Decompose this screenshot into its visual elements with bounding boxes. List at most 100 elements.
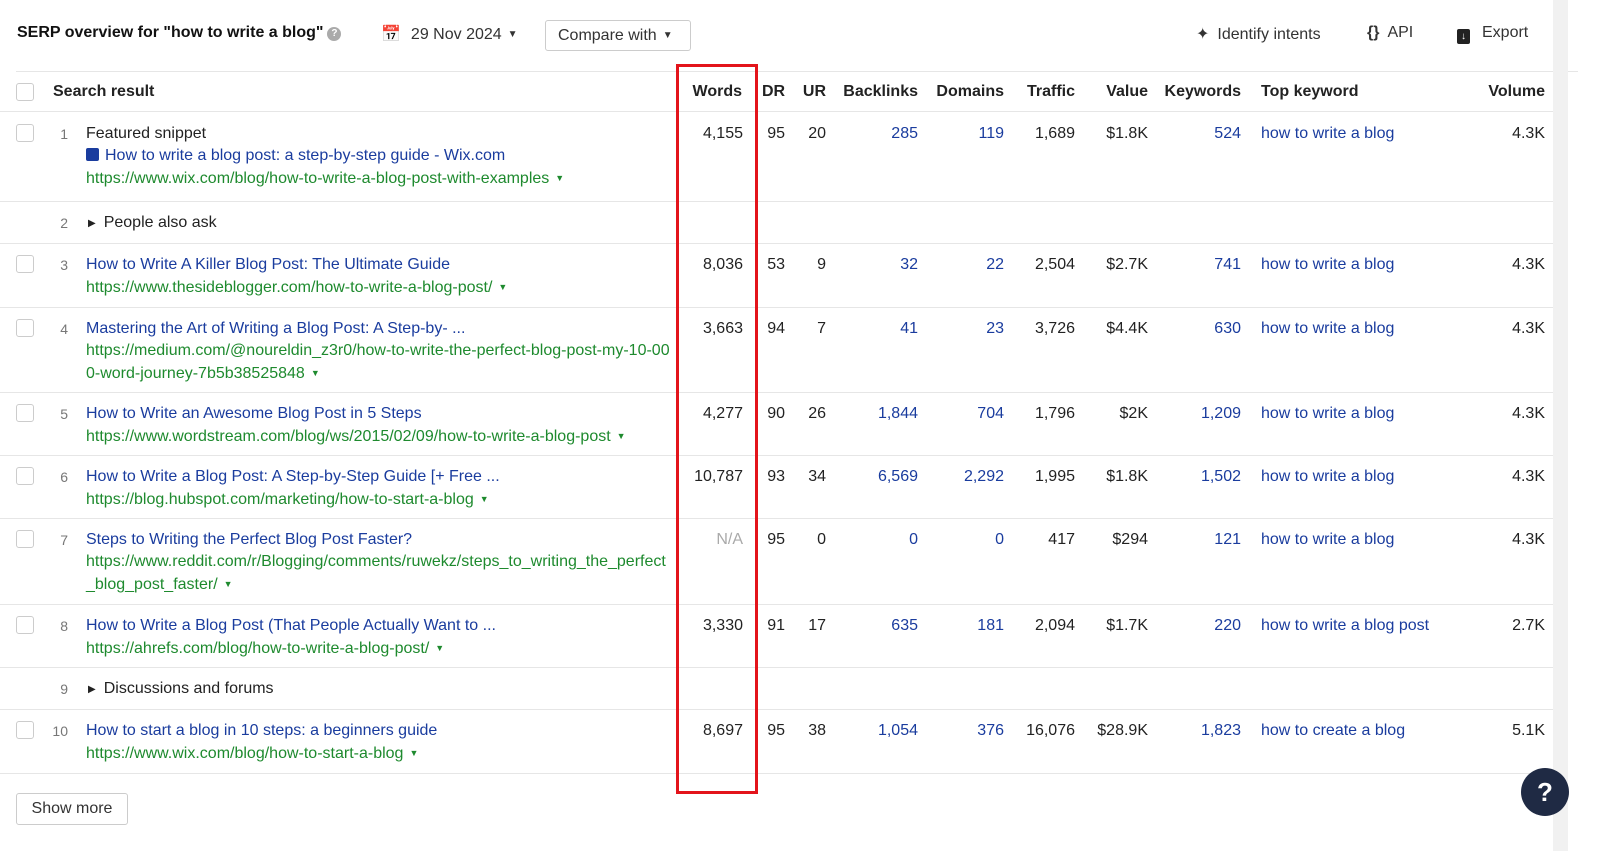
domains-cell[interactable]: 23	[986, 320, 1004, 337]
backlinks-cell[interactable]: 1,844	[877, 405, 918, 422]
col-backlinks[interactable]: Backlinks	[843, 83, 918, 100]
scrollbar[interactable]	[1553, 0, 1568, 851]
backlinks-cell[interactable]: 285	[891, 125, 918, 142]
row-checkbox[interactable]	[16, 124, 34, 142]
col-volume[interactable]: Volume	[1488, 83, 1545, 100]
result-url-link[interactable]: https://ahrefs.com/blog/how-to-write-a-b…	[86, 640, 430, 657]
row-checkbox[interactable]	[16, 721, 34, 739]
domains-cell[interactable]: 0	[995, 531, 1004, 548]
words-cell: N/A	[716, 531, 743, 548]
row-checkbox[interactable]	[16, 530, 34, 548]
result-title-link[interactable]: How to Write a Blog Post (That People Ac…	[86, 617, 496, 634]
value-cell: $28.9K	[1097, 722, 1148, 739]
result-url-link[interactable]: https://blog.hubspot.com/marketing/how-t…	[86, 491, 474, 508]
compare-with-dropdown[interactable]: Compare with ▼	[545, 20, 691, 51]
domains-cell[interactable]: 2,292	[963, 468, 1004, 485]
backlinks-cell[interactable]: 32	[900, 256, 918, 273]
caret-down-icon[interactable]: ▼	[555, 173, 565, 183]
ur-cell: 7	[817, 320, 826, 337]
keywords-cell[interactable]: 1,823	[1200, 722, 1241, 739]
row-checkbox[interactable]	[16, 467, 34, 485]
col-search-result[interactable]: Search result	[53, 83, 155, 100]
col-domains[interactable]: Domains	[936, 83, 1004, 100]
keywords-cell[interactable]: 1,209	[1200, 405, 1241, 422]
col-ur[interactable]: UR	[802, 83, 826, 100]
result-url-link[interactable]: https://www.wix.com/blog/how-to-write-a-…	[86, 170, 550, 187]
traffic-cell: 1,689	[1034, 125, 1075, 142]
top-keyword-link[interactable]: how to write a blog	[1261, 405, 1395, 422]
search-result: How to Write an Awesome Blog Post in 5 S…	[86, 403, 672, 448]
domains-cell[interactable]: 376	[977, 722, 1004, 739]
result-title-link[interactable]: How to Write A Killer Blog Post: The Ult…	[86, 256, 451, 273]
select-all-checkbox[interactable]	[16, 83, 34, 101]
result-url-link[interactable]: https://www.wix.com/blog/how-to-start-a-…	[86, 745, 404, 762]
dr-cell: 53	[767, 256, 785, 273]
caret-down-icon[interactable]: ▼	[498, 282, 508, 292]
backlinks-cell[interactable]: 41	[900, 320, 918, 337]
keywords-cell[interactable]: 630	[1214, 320, 1241, 337]
caret-down-icon[interactable]: ▼	[310, 368, 320, 378]
identify-intents-button[interactable]: ✦ Identify intents	[1196, 24, 1321, 44]
top-keyword-link[interactable]: how to create a blog	[1261, 722, 1406, 739]
table-row: 1 Featured snippet How to write a blog pos…	[0, 113, 1568, 202]
caret-down-icon[interactable]: ▼	[409, 748, 419, 758]
col-keywords[interactable]: Keywords	[1164, 83, 1241, 100]
table-row: 3 How to Write A Killer Blog Post: The Ul…	[0, 244, 1568, 308]
api-button[interactable]: {} API	[1367, 24, 1413, 42]
dr-cell: 95	[767, 125, 785, 142]
caret-down-icon[interactable]: ▼	[435, 643, 445, 653]
backlinks-cell[interactable]: 6,569	[877, 468, 918, 485]
caret-down-icon[interactable]: ▼	[616, 431, 626, 441]
group-toggle[interactable]: ▶ Discussions and forums	[88, 678, 674, 701]
domains-cell[interactable]: 119	[978, 125, 1004, 142]
domains-cell[interactable]: 181	[977, 617, 1004, 634]
result-url-link[interactable]: https://www.thesideblogger.com/how-to-wr…	[86, 279, 493, 296]
row-checkbox[interactable]	[16, 255, 34, 273]
top-keyword-link[interactable]: how to write a blog	[1261, 256, 1395, 273]
col-dr[interactable]: DR	[762, 83, 786, 100]
top-keyword-link[interactable]: how to write a blog	[1261, 125, 1395, 142]
result-title-link[interactable]: How to start a blog in 10 steps: a begin…	[86, 722, 438, 739]
col-traffic[interactable]: Traffic	[1026, 83, 1075, 100]
result-title-link[interactable]: How to Write a Blog Post: A Step-by-Step…	[86, 468, 500, 485]
date-picker[interactable]: 📅 29 Nov 2024 ▼	[381, 24, 518, 44]
caret-down-icon[interactable]: ▼	[223, 579, 233, 589]
export-button[interactable]: ↓ Export	[1457, 24, 1528, 44]
row-checkbox[interactable]	[16, 404, 34, 422]
group-toggle[interactable]: ▶ People also ask	[88, 212, 674, 235]
top-keyword-link[interactable]: how to write a blog	[1261, 468, 1395, 485]
col-value[interactable]: Value	[1106, 83, 1148, 100]
keywords-cell[interactable]: 121	[1214, 531, 1241, 548]
domains-cell[interactable]: 22	[986, 256, 1004, 273]
result-url-link[interactable]: https://www.wordstream.com/blog/ws/2015/…	[86, 428, 611, 445]
keywords-cell[interactable]: 524	[1214, 125, 1241, 142]
value-cell: $1.7K	[1106, 617, 1148, 634]
help-icon[interactable]: ?	[327, 27, 342, 41]
show-more-button[interactable]: Show more	[16, 793, 128, 825]
help-button[interactable]: ?	[1521, 768, 1569, 816]
top-keyword-link[interactable]: how to write a blog post	[1261, 617, 1430, 634]
domains-cell[interactable]: 704	[977, 405, 1004, 422]
top-keyword-link[interactable]: how to write a blog	[1261, 531, 1395, 548]
keywords-cell[interactable]: 741	[1214, 256, 1241, 273]
top-keyword-link[interactable]: how to write a blog	[1261, 320, 1395, 337]
backlinks-cell[interactable]: 635	[891, 617, 918, 634]
backlinks-cell[interactable]: 0	[909, 531, 918, 548]
row-checkbox[interactable]	[16, 616, 34, 634]
result-title-link[interactable]: Mastering the Art of Writing a Blog Post…	[86, 320, 466, 337]
volume-cell: 4.3K	[1512, 256, 1545, 273]
value-cell: $1.8K	[1106, 125, 1148, 142]
col-words[interactable]: Words	[692, 83, 742, 100]
result-title-link[interactable]: Steps to Writing the Perfect Blog Post F…	[86, 531, 413, 548]
result-url-link[interactable]: https://www.reddit.com/r/Blogging/commen…	[86, 553, 666, 593]
volume-cell: 4.3K	[1512, 531, 1545, 548]
keywords-cell[interactable]: 1,502	[1200, 468, 1241, 485]
backlinks-cell[interactable]: 1,054	[877, 722, 918, 739]
keywords-cell[interactable]: 220	[1214, 617, 1241, 634]
result-title-link[interactable]: How to write a blog post: a step-by-step…	[105, 147, 506, 164]
col-top-keyword[interactable]: Top keyword	[1261, 83, 1359, 100]
result-title-link[interactable]: How to Write an Awesome Blog Post in 5 S…	[86, 405, 422, 422]
row-checkbox[interactable]	[16, 319, 34, 337]
result-url-link[interactable]: https://medium.com/@noureldin_z3r0/how-t…	[86, 342, 670, 382]
caret-down-icon[interactable]: ▼	[479, 494, 489, 504]
